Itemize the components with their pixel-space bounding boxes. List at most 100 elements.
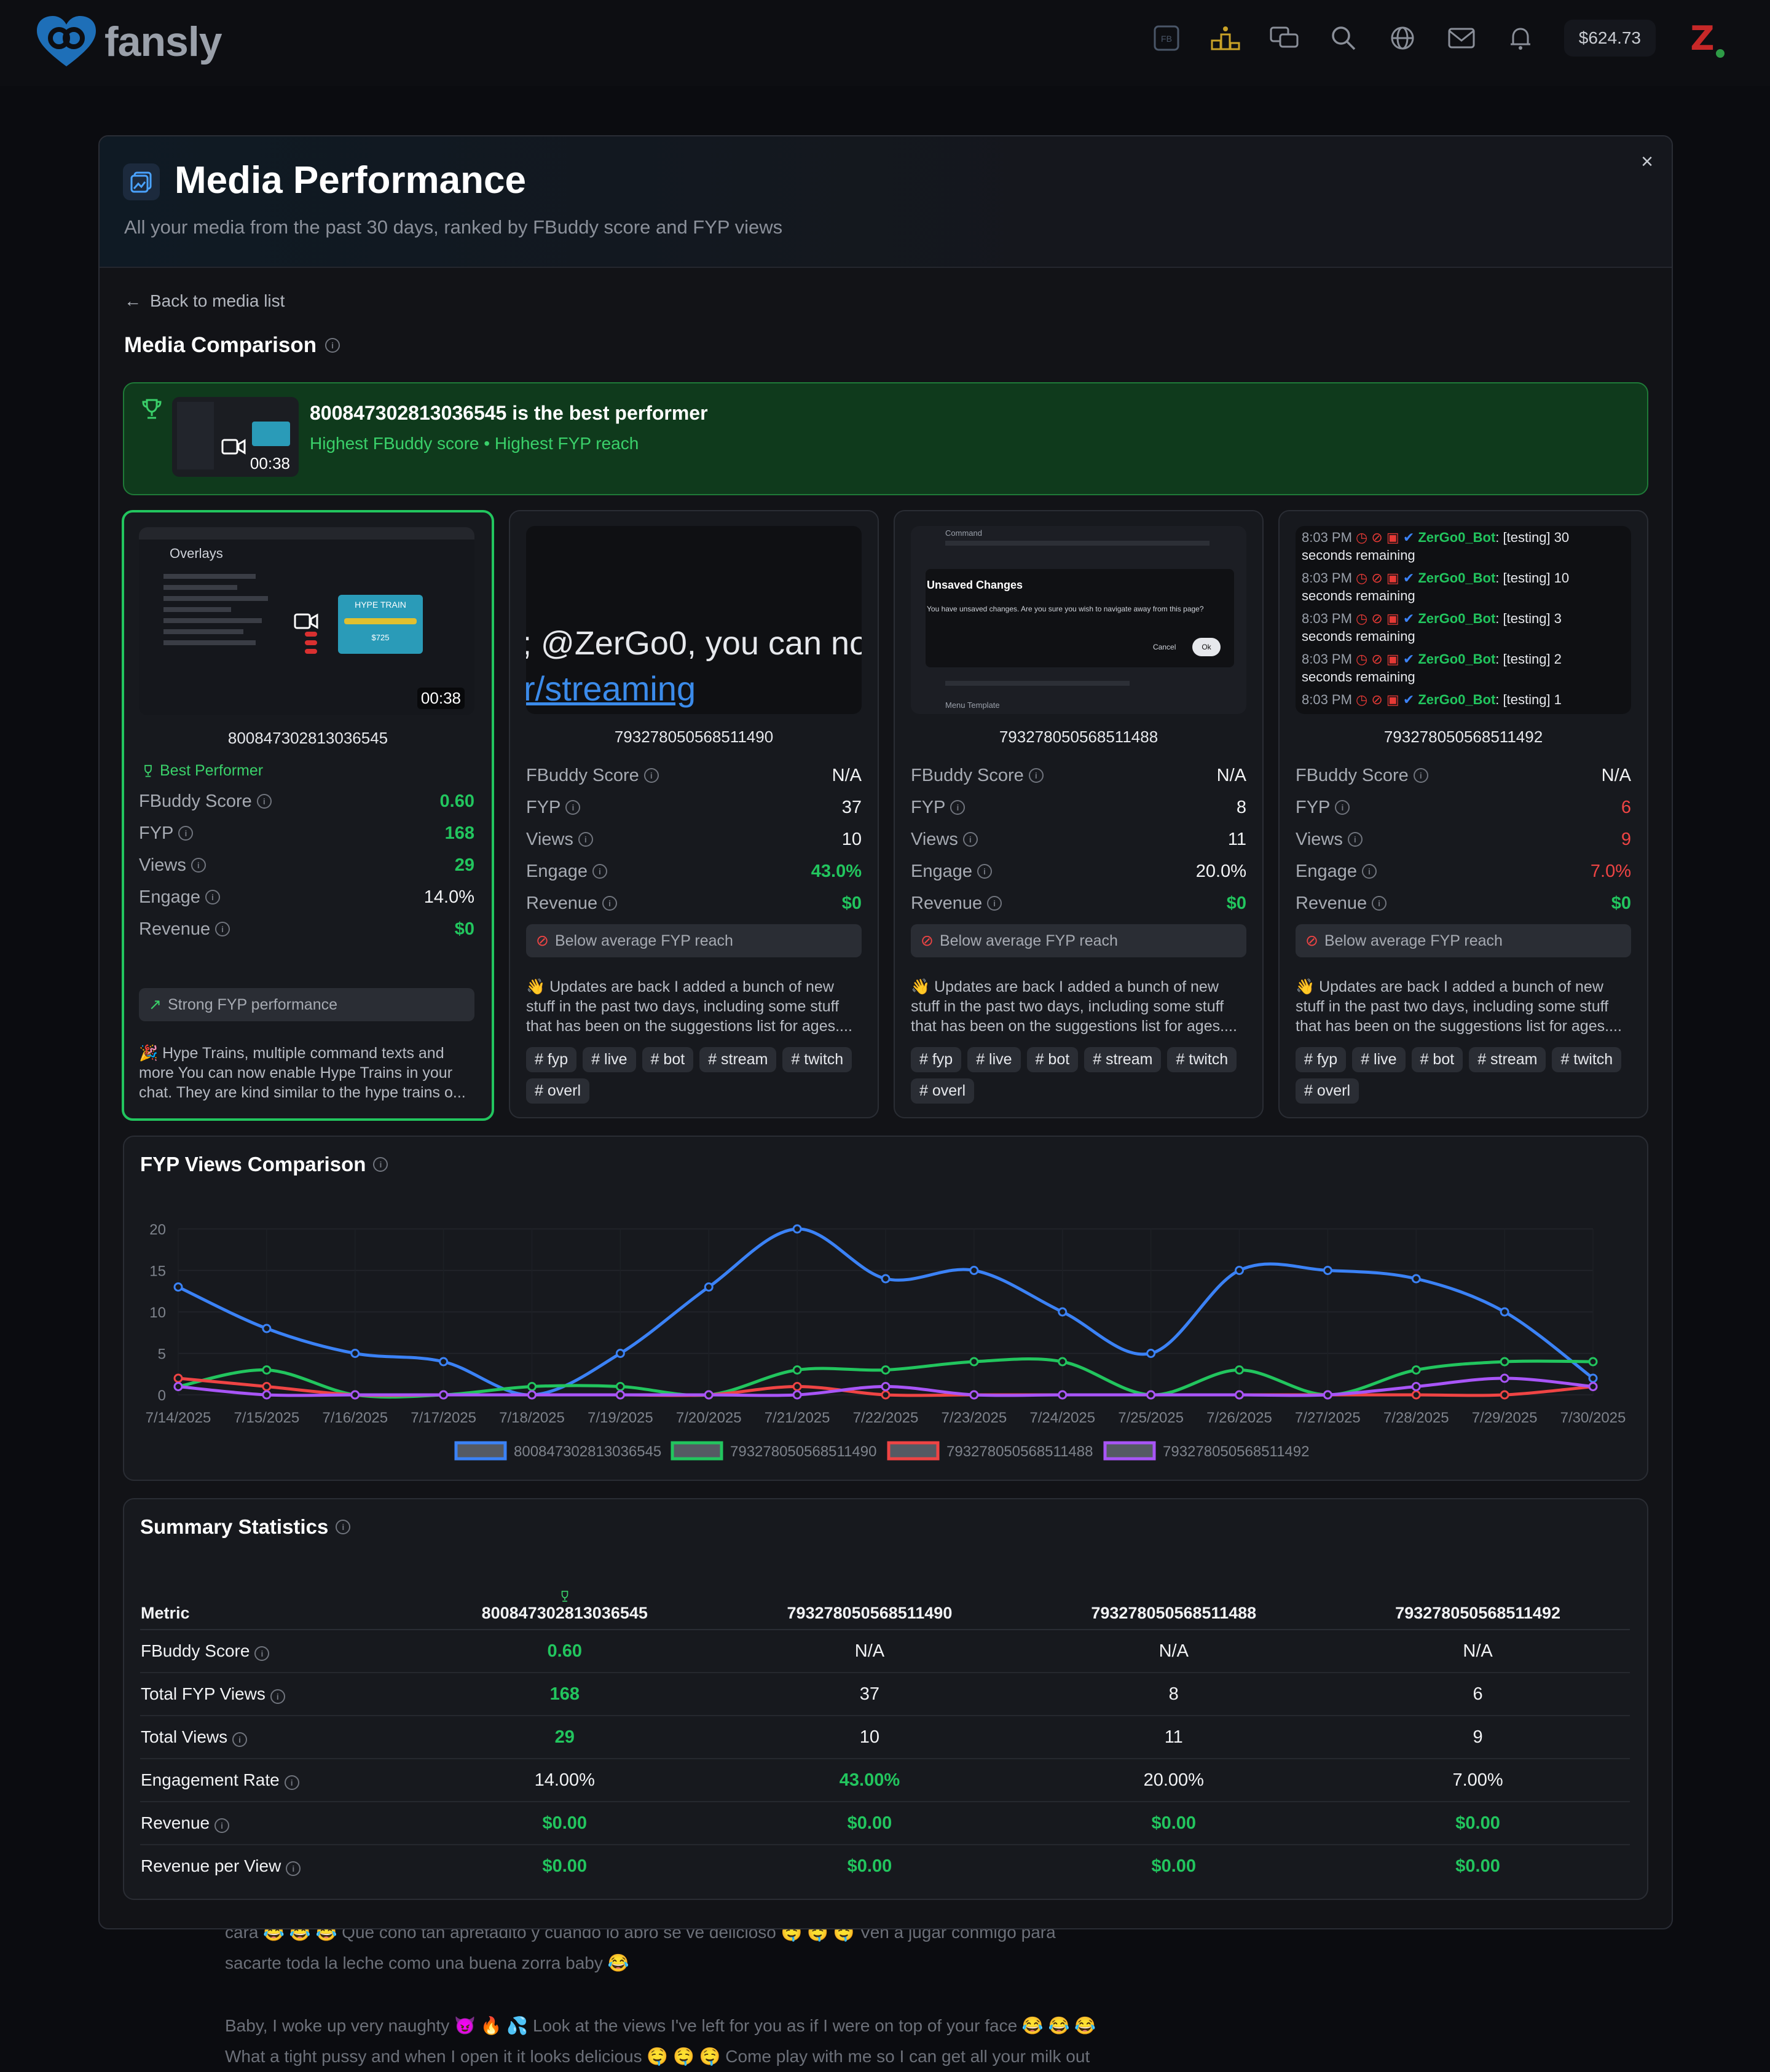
hashtag-chip[interactable]: # twitch — [782, 1047, 852, 1072]
info-icon[interactable]: i — [178, 826, 194, 841]
table-row: FBuddy Score i 0.60 N/A N/A N/A — [140, 1630, 1630, 1673]
media-thumbnail[interactable]: Command Unsaved Changes You have unsaved… — [911, 526, 1246, 714]
svg-text:FB: FB — [1161, 34, 1172, 44]
fbuddy-icon[interactable]: FB — [1151, 23, 1182, 53]
globe-icon[interactable] — [1387, 23, 1418, 53]
media-card[interactable]: Overlays HYPE TRAIN $725 00:38 — [122, 510, 494, 1121]
search-icon[interactable] — [1328, 23, 1359, 53]
back-link-label: Back to media list — [150, 291, 285, 310]
info-icon[interactable]: i — [592, 864, 607, 879]
table-cell: 9 — [1326, 1716, 1630, 1759]
close-button[interactable]: × — [1641, 150, 1653, 173]
chat-username[interactable]: ZerGo0_Bot — [1418, 530, 1496, 545]
info-icon[interactable]: i — [215, 922, 230, 936]
mail-icon[interactable] — [1446, 23, 1477, 53]
avatar[interactable]: Z — [1684, 19, 1725, 58]
hashtag-chip[interactable]: # twitch — [1552, 1047, 1622, 1072]
info-icon[interactable]: i — [232, 1732, 248, 1747]
info-icon[interactable]: i — [602, 896, 618, 911]
brand-logo[interactable]: fansly — [34, 14, 222, 70]
metric-fyp: FYP i 8 — [911, 797, 1246, 817]
hashtag-chip[interactable]: # fyp — [526, 1047, 577, 1072]
summary-title: Summary Statistics i — [140, 1515, 351, 1539]
info-icon[interactable]: i — [1347, 832, 1363, 847]
info-icon[interactable]: i — [270, 1689, 285, 1704]
performance-note: ⊘ Below average FYP reach — [911, 924, 1246, 957]
info-icon[interactable]: i — [977, 864, 992, 879]
info-icon[interactable]: i — [286, 1861, 301, 1876]
bell-icon[interactable] — [1505, 23, 1536, 53]
info-icon[interactable]: i — [1413, 768, 1428, 783]
info-icon[interactable]: i — [373, 1157, 388, 1172]
chat-username[interactable]: ZerGo0_Bot — [1418, 651, 1496, 667]
data-point — [262, 1365, 272, 1375]
best-media-thumbnail[interactable]: 00:38 — [172, 397, 299, 477]
table-cell: $0.00 — [1326, 1802, 1630, 1845]
info-icon[interactable]: i — [191, 858, 206, 873]
wallet-balance[interactable]: $624.73 — [1564, 20, 1656, 57]
info-icon[interactable]: i — [950, 800, 966, 815]
x-tick-label: 7/26/2025 — [1206, 1410, 1272, 1426]
trending-up-icon: ↗ — [149, 996, 162, 1013]
metric-engage: Engage i 20.0% — [911, 861, 1246, 881]
media-thumbnail[interactable]: 8:03 PM ◷ ⊘ ▣ ✔ ZerGo0_Bot: [testing] 30… — [1296, 526, 1631, 714]
verified-icon: ✔ — [1402, 651, 1418, 667]
hashtag-chip[interactable]: # fyp — [911, 1047, 962, 1072]
info-icon[interactable]: i — [565, 800, 581, 815]
hashtag-chip[interactable]: # live — [1352, 1047, 1406, 1072]
metric-views: Views i 9 — [1296, 829, 1631, 849]
summary-table: Metric 800847302813036545 79327805056851… — [140, 1579, 1630, 1887]
hashtag-chip[interactable]: # bot — [1026, 1047, 1079, 1072]
chat-badges-icon: ◷ ⊘ ▣ — [1356, 611, 1403, 626]
metric-revenue: Revenue i $0 — [139, 919, 474, 939]
hashtag-chip[interactable]: # stream — [1084, 1047, 1162, 1072]
performance-note: ⊘ Below average FYP reach — [526, 924, 862, 957]
metric-fyp: FYP i 37 — [526, 797, 862, 817]
media-card[interactable]: Command Unsaved Changes You have unsaved… — [894, 510, 1264, 1118]
table-cell: $0.00 — [1151, 1856, 1197, 1876]
hashtag-chip[interactable]: # stream — [1469, 1047, 1546, 1072]
back-to-media-list-link[interactable]: ← Back to media list — [124, 291, 285, 311]
hashtag-chip[interactable]: # overl — [526, 1078, 590, 1104]
best-performer-title: 800847302813036545 is the best performer — [310, 402, 708, 424]
media-thumbnail[interactable]: Overlays HYPE TRAIN $725 00:38 — [139, 527, 474, 715]
info-icon[interactable]: i — [214, 1818, 230, 1833]
info-icon[interactable]: i — [578, 832, 593, 847]
hashtag-chip[interactable]: # live — [583, 1047, 636, 1072]
info-icon[interactable]: i — [1362, 864, 1377, 879]
info-icon[interactable]: i — [325, 338, 340, 353]
hashtag-chip[interactable]: # stream — [699, 1047, 777, 1072]
media-card[interactable]: ; @ZerGo0, you can nov r/streaming 79327… — [509, 510, 879, 1118]
media-thumbnail[interactable]: ; @ZerGo0, you can nov r/streaming — [526, 526, 862, 714]
media-card[interactable]: 8:03 PM ◷ ⊘ ▣ ✔ ZerGo0_Bot: [testing] 30… — [1278, 510, 1648, 1118]
chat-username[interactable]: ZerGo0_Bot — [1418, 570, 1496, 586]
hashtag-chip[interactable]: # fyp — [1296, 1047, 1347, 1072]
media-description: 👋 Updates are back I added a bunch of ne… — [526, 978, 852, 1035]
info-icon[interactable]: i — [987, 896, 1002, 911]
hashtag-chip[interactable]: # overl — [911, 1078, 975, 1104]
hashtag-chip[interactable]: # twitch — [1167, 1047, 1237, 1072]
data-point — [1235, 1365, 1244, 1375]
info-icon[interactable]: i — [205, 890, 220, 905]
info-icon[interactable]: i — [962, 832, 978, 847]
info-icon[interactable]: i — [336, 1520, 351, 1534]
chat-username[interactable]: ZerGo0_Bot — [1418, 611, 1496, 626]
info-icon[interactable]: i — [284, 1775, 299, 1790]
info-icon[interactable]: i — [256, 794, 272, 809]
info-icon[interactable]: i — [254, 1646, 270, 1661]
messages-help-icon[interactable] — [1269, 23, 1300, 53]
hashtag-chip[interactable]: # live — [967, 1047, 1021, 1072]
hashtag-chip[interactable]: # bot — [642, 1047, 694, 1072]
hashtag-chip[interactable]: # bot — [1411, 1047, 1463, 1072]
hashtag-chip[interactable]: # overl — [1296, 1078, 1359, 1104]
info-icon[interactable]: i — [1372, 896, 1387, 911]
data-point — [881, 1365, 891, 1375]
info-icon[interactable]: i — [1335, 800, 1350, 815]
section-title: Media Comparison i — [124, 333, 340, 358]
data-point — [792, 1382, 802, 1391]
info-icon[interactable]: i — [1028, 768, 1044, 783]
chat-timestamp: 8:03 PM — [1302, 530, 1356, 545]
chat-username[interactable]: ZerGo0_Bot — [1418, 692, 1496, 707]
leaderboard-icon[interactable] — [1210, 23, 1241, 53]
info-icon[interactable]: i — [643, 768, 659, 783]
